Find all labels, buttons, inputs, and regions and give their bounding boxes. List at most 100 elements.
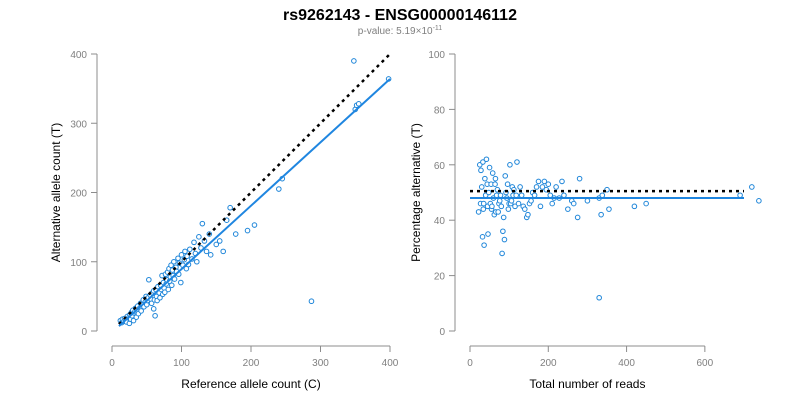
- data-point: [178, 279, 184, 286]
- data-point: [227, 204, 233, 211]
- data-point: [492, 181, 498, 187]
- data-point: [756, 198, 762, 204]
- data-point: [244, 227, 251, 234]
- data-point: [130, 317, 137, 324]
- data-point: [559, 178, 565, 185]
- data-point: [576, 175, 583, 182]
- data-point: [561, 192, 567, 199]
- data-point: [213, 241, 220, 248]
- reference-line: [118, 53, 391, 325]
- data-point: [182, 248, 188, 255]
- data-point: [500, 214, 507, 221]
- x-tick-label: 0: [109, 358, 115, 369]
- data-point: [599, 192, 606, 199]
- data-point: [175, 255, 181, 262]
- data-point: [146, 276, 152, 283]
- data-point: [539, 184, 546, 190]
- data-point: [495, 209, 501, 215]
- data-point: [191, 239, 197, 246]
- regression-line: [118, 78, 391, 327]
- data-point: [193, 258, 200, 265]
- y-tick-label: 40: [434, 216, 446, 227]
- data-point: [178, 252, 185, 258]
- data-point: [184, 253, 190, 260]
- subtitle-exponent: -11: [433, 25, 443, 32]
- data-point: [631, 203, 638, 210]
- data-point: [533, 184, 540, 190]
- data-point: [499, 250, 505, 257]
- y-tick-label: 0: [81, 327, 87, 338]
- data-point: [165, 286, 172, 293]
- data-point: [479, 234, 486, 240]
- data-point: [148, 300, 155, 307]
- y-axis-label: Percentage alternative (T): [409, 123, 423, 262]
- x-tick-label: 0: [467, 358, 473, 369]
- x-axis-label: Reference allele count (C): [181, 377, 320, 391]
- y-tick-label: 80: [434, 105, 446, 116]
- data-point: [481, 242, 487, 248]
- x-axis-label: Total number of reads: [529, 377, 645, 391]
- data-point: [522, 206, 528, 212]
- data-point: [502, 173, 509, 179]
- data-point: [483, 156, 490, 163]
- data-point: [598, 211, 604, 218]
- data-point: [513, 192, 519, 199]
- data-point: [478, 167, 484, 174]
- data-point: [187, 246, 193, 253]
- data-point: [528, 198, 534, 204]
- data-point: [545, 181, 552, 187]
- chart-subtitle: p-value: 5.19×10-11: [358, 25, 442, 37]
- data-point: [549, 200, 556, 207]
- data-point: [596, 294, 602, 301]
- data-point: [517, 184, 523, 190]
- data-point: [308, 298, 315, 305]
- data-point: [500, 228, 506, 235]
- data-point: [351, 58, 357, 64]
- data-point: [501, 236, 508, 243]
- data-point: [168, 282, 175, 289]
- data-point: [162, 289, 168, 296]
- data-point: [492, 175, 499, 182]
- data-point: [565, 206, 571, 212]
- x-tick-label: 200: [243, 358, 260, 369]
- data-point: [514, 159, 520, 165]
- data-point: [171, 258, 177, 265]
- data-point: [216, 238, 223, 244]
- data-point: [478, 184, 485, 190]
- data-point: [480, 159, 486, 165]
- x-tick-label: 100: [173, 358, 190, 369]
- data-point: [518, 192, 525, 199]
- data-point: [643, 200, 649, 207]
- data-point: [512, 203, 518, 210]
- x-tick-label: 400: [382, 358, 399, 369]
- data-point: [504, 181, 511, 187]
- data-point: [507, 162, 513, 168]
- data-point: [496, 198, 503, 204]
- data-point: [749, 184, 755, 190]
- y-tick-label: 60: [434, 161, 446, 172]
- x-tick-label: 600: [697, 358, 714, 369]
- y-tick-label: 0: [439, 327, 445, 338]
- data-point: [498, 203, 505, 210]
- data-point: [508, 198, 515, 204]
- subtitle-p-value: p-value: 5.19×10: [358, 26, 433, 37]
- data-point: [497, 192, 504, 199]
- data-point: [535, 178, 542, 185]
- y-axis-label: Alternative allele count (T): [49, 123, 63, 262]
- x-tick-label: 200: [540, 358, 557, 369]
- data-point: [168, 262, 174, 269]
- y-tick-label: 100: [70, 258, 87, 269]
- data-point: [220, 248, 226, 255]
- data-point: [157, 294, 163, 301]
- y-tick-label: 200: [70, 189, 87, 200]
- scatter-panel-percentage-alternative: 0 200 400 600 0 20 40 60 80 100 Total number of re…: [409, 50, 762, 391]
- data-point: [485, 231, 491, 237]
- data-point: [505, 206, 512, 212]
- data-point: [570, 200, 577, 207]
- y-tick-label: 400: [70, 50, 87, 61]
- data-point: [489, 203, 495, 210]
- data-point: [584, 198, 591, 204]
- x-tick-label: 400: [618, 358, 635, 369]
- data-point: [486, 164, 493, 171]
